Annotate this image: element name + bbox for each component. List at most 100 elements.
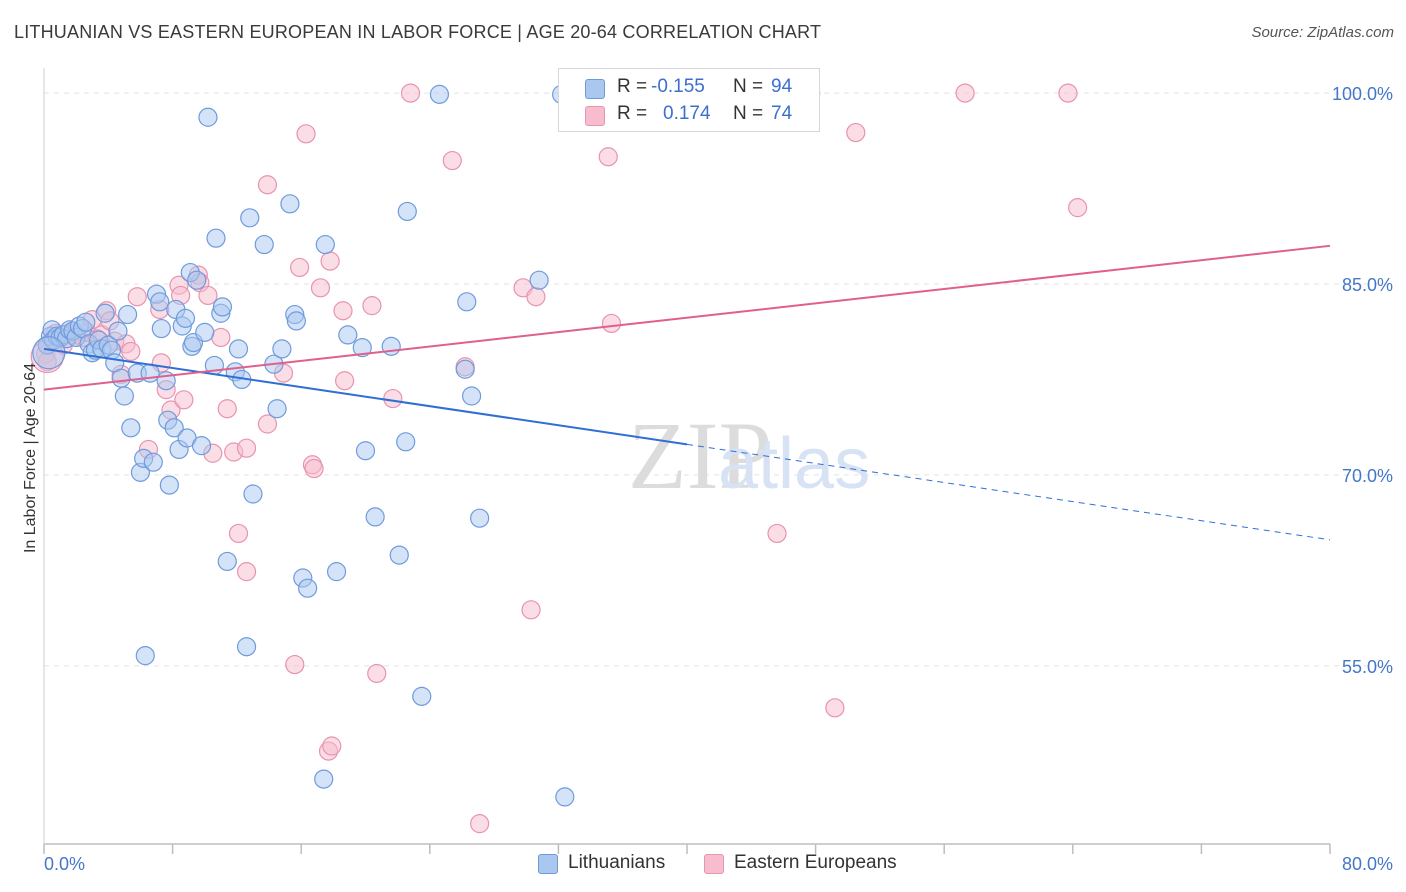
lithuanians-point (429, 84, 450, 104)
eastern-europeans-point (304, 458, 324, 479)
trend-lines (43, 244, 1331, 541)
eastern-europeans-point (767, 523, 787, 544)
lithuanians-point (228, 339, 249, 359)
eastern-europeans-point (257, 175, 278, 195)
legend-label: Eastern Europeans (734, 852, 897, 873)
eastern-europeans-point (825, 698, 845, 718)
lithuanians-point (76, 312, 96, 332)
lithuanians-point (108, 321, 128, 341)
correlation-legend: R = -0.155 N = 94 R = 0.174 N = 74 (558, 68, 820, 132)
eastern-europeans-point (442, 150, 462, 171)
legend-r-value: 0.174 (663, 103, 711, 124)
lithuanians-point (191, 436, 212, 456)
y-tick-label: 70.0% (1342, 466, 1393, 486)
pink-swatch (585, 106, 605, 126)
watermark-zip: ZIP (628, 402, 772, 509)
pink-swatch (704, 854, 724, 874)
eastern-europeans-point (383, 388, 403, 409)
lithuanians-point (159, 475, 179, 495)
watermark-atlas: atlas (718, 424, 870, 504)
lithuanians-point (95, 303, 115, 323)
tick-labels: 55.0% 70.0% 85.0% 100.0% 0.0% 80.0% (44, 84, 1393, 874)
eastern-europeans-point (310, 278, 331, 298)
gridlines (44, 92, 1390, 667)
lithuanians-point (267, 399, 287, 419)
lithuanians-point (555, 787, 575, 807)
lithuanians-point (529, 270, 549, 290)
eastern-europeans-point (367, 663, 387, 684)
y-tick-label: 55.0% (1342, 657, 1393, 677)
legend-row-lithuanians: R = -0.155 N = 94 (559, 73, 819, 101)
lithuanians-point (254, 234, 274, 255)
eastern-europeans-point (601, 313, 622, 334)
legend-row-eastern-europeans: R = 0.174 N = 74 (559, 100, 819, 128)
eastern-europeans-point (228, 523, 249, 544)
eastern-europeans-point (333, 301, 353, 321)
eastern-europeans-point (526, 287, 546, 307)
legend-r-label: R = (617, 103, 648, 124)
lithuanians-point (121, 418, 141, 438)
lithuanians-points (32, 84, 575, 807)
lithuanians-point (175, 308, 196, 328)
eastern-europeans-point (362, 296, 382, 316)
eastern-europeans-point (1068, 198, 1088, 218)
y-tick-label: 85.0% (1342, 275, 1393, 295)
legend-r-label: R = (617, 76, 648, 97)
lithuanians-point (314, 769, 334, 789)
lithuanians-point (240, 208, 260, 228)
eastern-europeans-point (211, 327, 231, 348)
lithuanians-point (195, 322, 215, 342)
eastern-europeans-point (236, 438, 257, 458)
lithuanians-point (396, 432, 416, 452)
lithuanians-point (151, 318, 171, 339)
legend-n-value: 74 (771, 103, 793, 124)
chart-title: LITHUANIAN VS EASTERN EUROPEAN IN LABOR … (14, 22, 822, 42)
lithuanians-point (338, 325, 358, 345)
lithuanians-point (470, 508, 490, 528)
lithuanians-point (365, 507, 385, 527)
lithuanians-point (217, 551, 237, 572)
lithuanians-point (212, 297, 233, 317)
lithuanians-point (135, 646, 155, 666)
lithuanians-point (412, 686, 432, 706)
source-label: Source: ZipAtlas.com (1251, 24, 1394, 41)
legend-label: Lithuanians (568, 852, 666, 873)
lithuanians-point (143, 452, 163, 472)
eastern-europeans-point (257, 414, 278, 434)
lithuanians-point (326, 562, 347, 582)
lithuanians-point (187, 270, 207, 290)
eastern-europeans-point (1058, 83, 1078, 103)
lithuanians-point (206, 228, 226, 248)
eastern-europeans-point (400, 83, 421, 103)
lithuanians-point (236, 637, 257, 657)
watermark: ZIP atlas (628, 402, 870, 509)
eastern-europeans-trend-line (43, 244, 1331, 391)
lithuanians-point (286, 311, 306, 331)
y-tick-label: 100.0% (1332, 84, 1393, 104)
lithuanians-point (455, 359, 475, 379)
legend-n-label: N = (733, 76, 764, 97)
lithuanians-point (150, 292, 170, 312)
lithuanians-point (298, 578, 318, 598)
y-axis-label: In Labor Force | Age 20-64 (22, 363, 39, 553)
legend-n-value: 94 (771, 76, 793, 97)
eastern-europeans-point (955, 83, 975, 103)
lithuanians-point (117, 304, 138, 325)
eastern-europeans-point (322, 736, 342, 756)
eastern-europeans-point (217, 399, 237, 419)
lithuanians-point (198, 107, 218, 127)
eastern-europeans-point (598, 147, 618, 167)
eastern-europeans-point (521, 600, 541, 620)
eastern-europeans-point (285, 654, 305, 675)
lithuanians-point (389, 545, 409, 565)
eastern-europeans-points (30, 83, 1088, 834)
lithuanians-point (315, 234, 335, 255)
blue-swatch (585, 79, 605, 99)
lithuanians-trend-extension (686, 443, 1331, 541)
eastern-europeans-point (127, 287, 147, 307)
lithuanians-point (114, 386, 134, 406)
eastern-europeans-point (174, 390, 194, 410)
lithuanians-point (243, 484, 263, 504)
lithuanians-point (397, 201, 417, 222)
